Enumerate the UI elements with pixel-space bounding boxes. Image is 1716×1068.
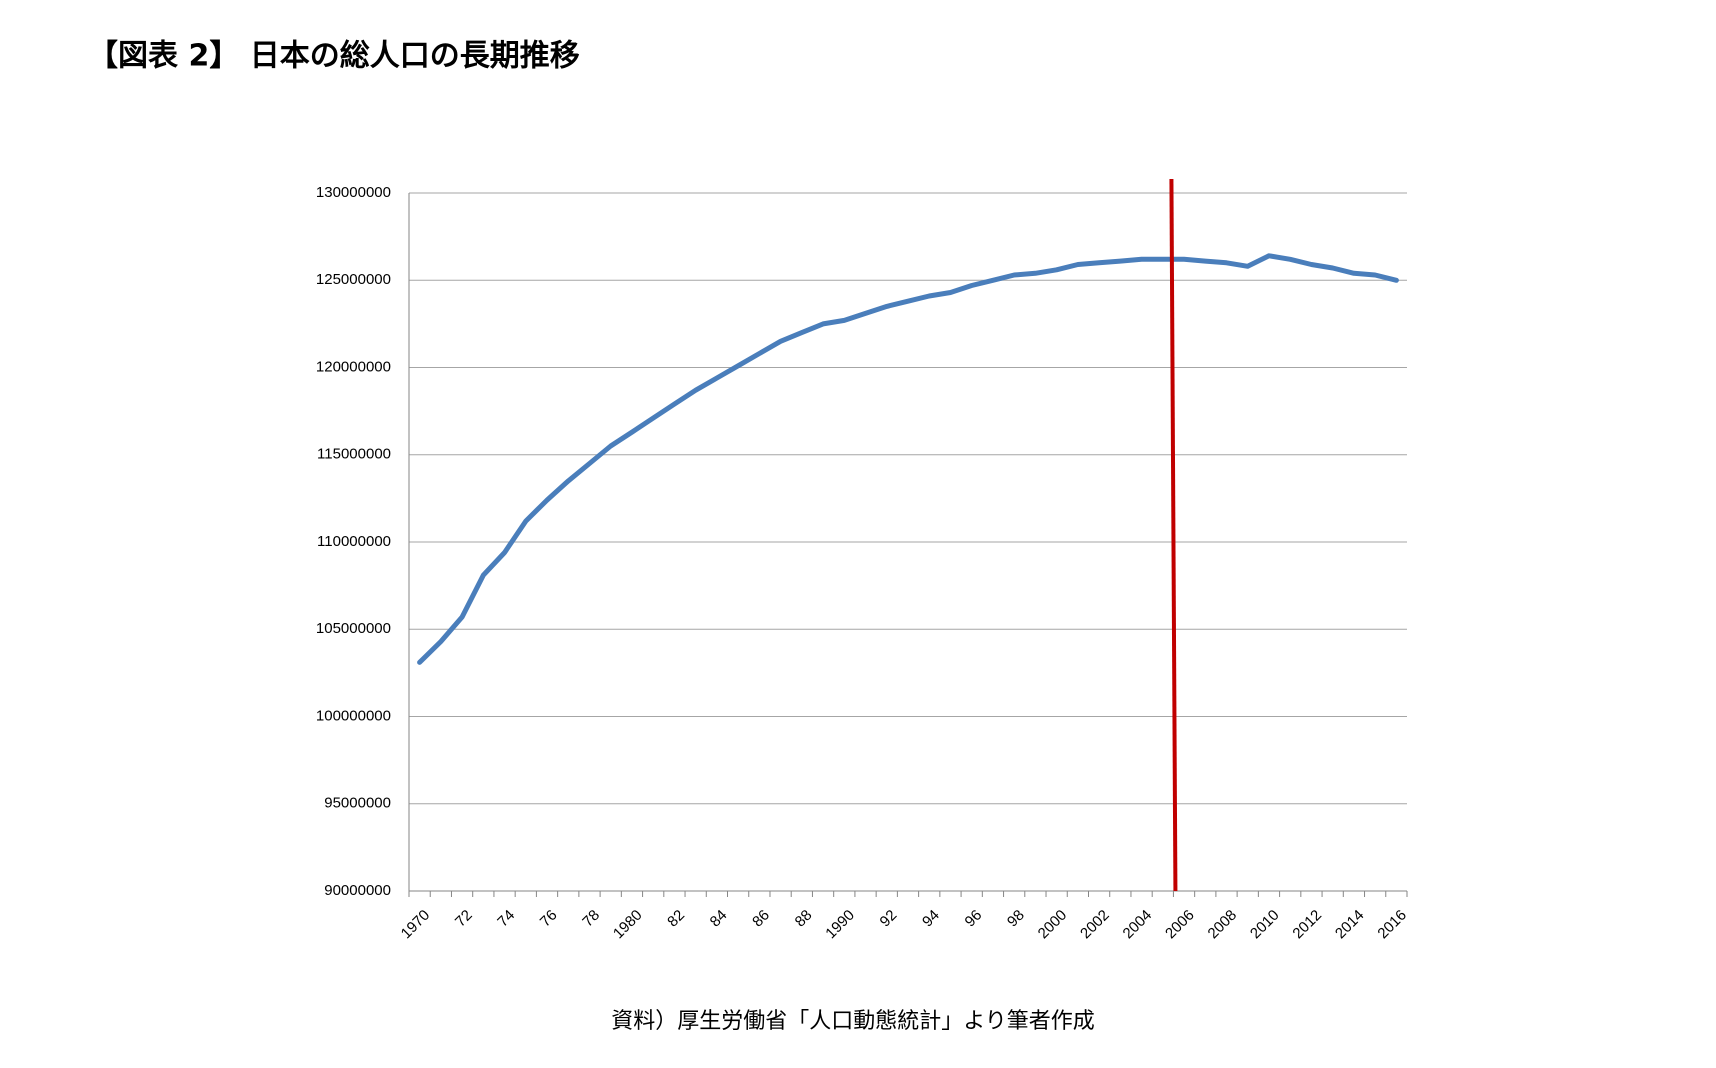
x-tick-label: 92: [877, 907, 901, 931]
x-tick-label: 94: [919, 907, 943, 931]
x-tick-label: 2014: [1332, 907, 1368, 943]
x-tick-label: 74: [494, 907, 518, 931]
y-tick-label: 130000000: [316, 184, 391, 201]
y-tick-label: 125000000: [316, 271, 391, 288]
chart-title: 【図表 2】 日本の総人口の長期推移: [88, 39, 580, 74]
x-tick-label: 1980: [610, 907, 646, 943]
x-tick-label: 96: [962, 907, 986, 931]
y-tick-label: 105000000: [316, 620, 391, 637]
x-tick-label: 76: [537, 907, 561, 931]
x-tick-label: 2000: [1035, 907, 1071, 943]
y-tick-label: 120000000: [316, 358, 391, 375]
x-tick-label: 2012: [1289, 907, 1325, 943]
x-tick-label: 2016: [1374, 907, 1410, 943]
y-tick-label: 90000000: [324, 882, 391, 899]
y-tick-label: 100000000: [316, 707, 391, 724]
x-tick-label: 2002: [1077, 907, 1113, 943]
x-tick-label: 84: [707, 907, 731, 931]
source-note: 資料）厚生労働省「人口動態統計」より筆者作成: [611, 1009, 1095, 1034]
x-tick-label: 2010: [1247, 907, 1283, 943]
x-tick-label: 2006: [1162, 907, 1198, 943]
y-tick-label: 110000000: [317, 533, 391, 550]
marker-line: [1169, 178, 1178, 892]
y-tick-label: 115000000: [317, 446, 391, 463]
x-tick-label: 78: [579, 907, 603, 931]
x-tick-label: 2004: [1120, 907, 1156, 943]
x-tick-label: 86: [749, 907, 773, 931]
x-tick-label: 88: [792, 907, 816, 931]
x-tick-label: 72: [452, 907, 476, 931]
x-tick-label: 82: [664, 907, 688, 931]
x-tick-label: 2008: [1205, 907, 1241, 943]
y-tick-label: 95000000: [324, 795, 391, 812]
x-tick-label: 1990: [822, 907, 858, 943]
x-tick-label: 1970: [398, 907, 434, 943]
x-tick-label: 98: [1004, 907, 1028, 931]
data-line: [417, 253, 1399, 665]
